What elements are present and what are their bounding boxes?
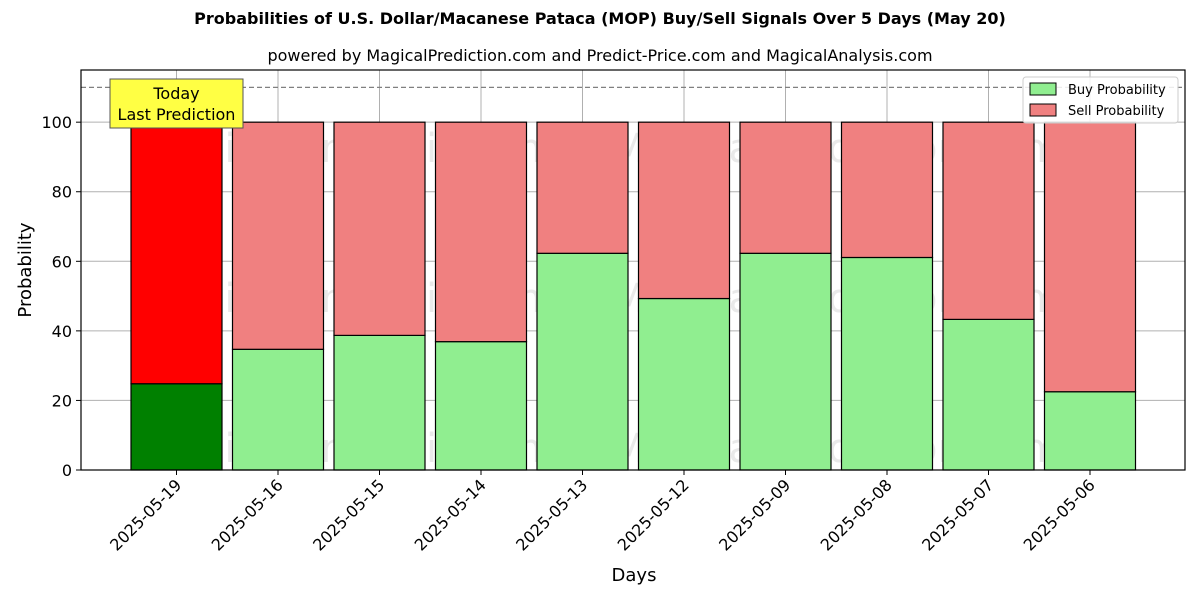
buy-bar [434,341,528,471]
buy-bar [536,252,629,471]
buy-bar [231,348,325,471]
y-tick-label: 0 [62,461,72,480]
chart-subtitle: powered by MagicalPrediction.com and Pre… [267,46,933,65]
x-tick-label: 2025-05-06 [1020,475,1099,554]
today-annotation-line2: Last Prediction [118,105,236,124]
legend-box [1022,76,1179,124]
sell-bar [739,121,832,254]
buy-bar [942,318,1035,471]
x-tick-label: 2025-05-19 [106,475,185,554]
chart-title: Probabilities of U.S. Dollar/Macanese Pa… [194,9,1006,28]
legend-label-buy: Buy Probability [1068,83,1166,98]
sell-bar [1043,121,1137,393]
y-tick-label: 20 [52,391,72,410]
buy-bar [637,297,731,471]
x-tick-label: 2025-05-16 [208,475,287,554]
today-annotation-line1: Today [152,84,199,103]
x-tick-label: 2025-05-07 [918,475,997,554]
x-tick-label: 2025-05-14 [411,475,490,554]
x-tick-label: 2025-05-09 [715,475,794,554]
legend-swatch-sell [1029,103,1057,117]
sell-bar [536,121,629,254]
y-tick-label: 40 [52,322,72,341]
sell-bar [130,121,223,385]
buy-bar [130,383,223,471]
buy-bar [1043,391,1137,471]
buy-bar [333,334,426,471]
sell-bar [942,121,1035,320]
x-tick-label: 2025-05-12 [614,475,693,554]
plot-frame [80,69,1186,471]
y-tick-label: 60 [52,252,72,271]
sell-bar [434,121,528,343]
legend-swatch-buy [1029,82,1057,96]
sell-bar [333,121,426,336]
sell-bar [840,121,934,259]
x-tick-label: 2025-05-08 [817,475,896,554]
y-tick-label: 100 [41,113,72,132]
sell-bar [637,121,731,300]
today-annotation-box [109,78,244,129]
buy-bar [840,256,934,471]
sell-bar [231,121,325,350]
x-tick-label: 2025-05-13 [512,475,591,554]
y-axis-label: Probability [15,222,36,317]
x-axis-label: Days [612,565,657,586]
legend-label-sell: Sell Probability [1068,104,1165,119]
x-tick-label: 2025-05-15 [309,475,388,554]
y-tick-label: 80 [52,183,72,202]
buy-bar [739,252,832,471]
